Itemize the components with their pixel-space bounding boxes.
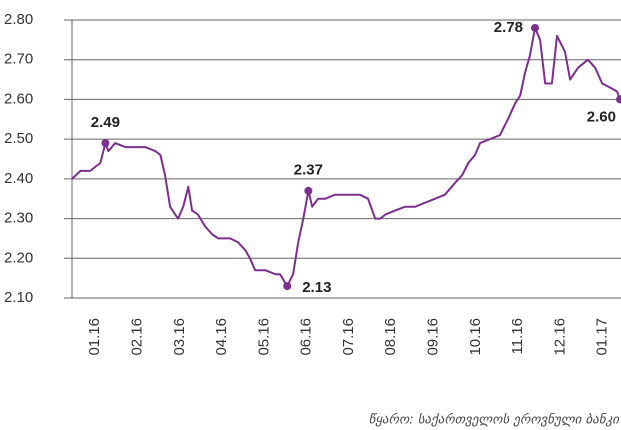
annotation-label: 2.37 xyxy=(294,162,323,179)
annotation-label: 2.60 xyxy=(587,108,616,125)
x-tick-label: 05.16 xyxy=(255,318,272,356)
x-tick-label: 06.16 xyxy=(298,318,315,356)
annotation-label: 2.78 xyxy=(494,19,523,36)
x-tick-label: 01.16 xyxy=(86,318,103,356)
x-tick-label: 11.16 xyxy=(509,318,526,354)
x-tick-label: 08.16 xyxy=(382,318,399,356)
x-tick-label: 01.17 xyxy=(594,318,611,356)
y-tick-label: 2.40 xyxy=(4,170,33,187)
x-tick-label: 04.16 xyxy=(213,318,230,356)
x-tick-label: 10.16 xyxy=(467,318,484,356)
annotation-point xyxy=(283,282,292,291)
x-tick-label: 07.16 xyxy=(340,318,357,356)
annotation-label: 2.13 xyxy=(302,279,331,296)
y-tick-label: 2.20 xyxy=(4,249,33,266)
x-tick-label: 03.16 xyxy=(171,318,188,356)
annotation-point xyxy=(101,139,110,148)
x-tick-label: 09.16 xyxy=(424,318,441,356)
y-tick-label: 2.60 xyxy=(4,90,33,107)
annotation-point xyxy=(304,186,313,195)
y-tick-label: 2.50 xyxy=(4,130,33,147)
x-tick-label: 12.16 xyxy=(551,318,568,356)
annotation-point xyxy=(531,23,540,32)
y-tick-label: 2.80 xyxy=(4,11,33,28)
annotation-point xyxy=(616,95,621,104)
line xyxy=(71,26,621,288)
annotation-label: 2.49 xyxy=(91,114,120,131)
source: წყარო: საქართველოს ეროვნული ბანკი xyxy=(369,413,621,428)
y-tick-label: 2.30 xyxy=(4,210,33,227)
y-tick-label: 2.70 xyxy=(4,51,33,68)
x-tick-label: 02.16 xyxy=(129,318,146,356)
y-tick-label: 2.10 xyxy=(4,289,33,306)
